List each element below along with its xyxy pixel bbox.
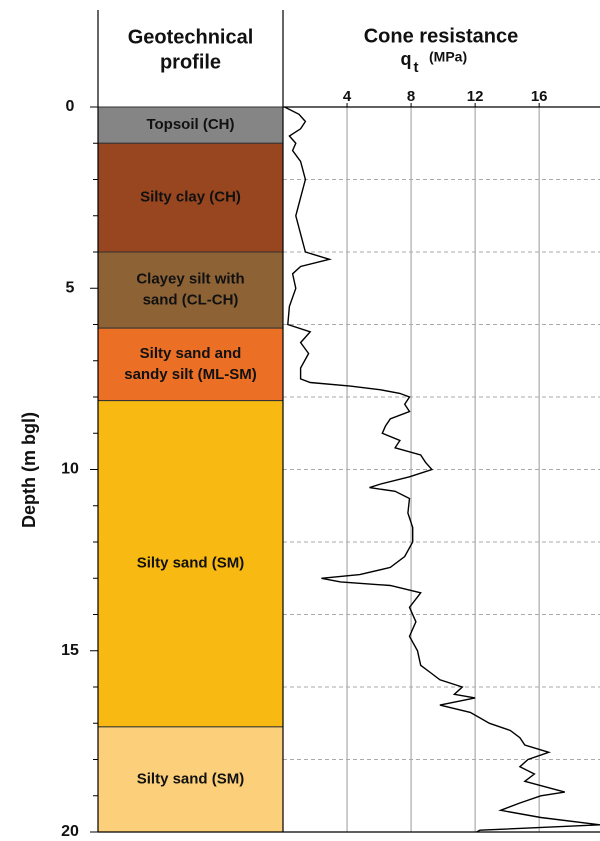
layer-label: sandy silt (ML-SM) (124, 366, 257, 383)
soil-layer (97, 726, 284, 833)
layer-label: Topsoil (CH) (146, 116, 234, 133)
layer-label: Clayey silt with (136, 271, 244, 288)
y-tick-label: 15 (61, 642, 79, 659)
axes: 4 8 12 16 0 5 10 15 20 Depth (m bgl) (19, 10, 600, 840)
soil-layer (97, 106, 284, 144)
layer-label: sand (CL-CH) (143, 292, 239, 309)
chart-title: Cone resistance (364, 25, 519, 47)
x-tick-label: 8 (407, 88, 415, 105)
profile-title: profile (160, 51, 221, 73)
soil-layer (97, 400, 284, 728)
soil-layer (97, 142, 284, 253)
cpt-trace (284, 106, 600, 833)
x-tick-label: 16 (531, 88, 548, 105)
soil-layer (97, 327, 284, 402)
layer-label: Silty sand (SM) (137, 770, 245, 787)
x-axis-symbol: q (401, 49, 412, 69)
layer-label: Silty sand and (140, 345, 242, 362)
y-tick-label: 0 (66, 98, 75, 115)
x-axis-subscript: t (414, 59, 419, 76)
soil-layer (97, 251, 284, 329)
layer-label: Silty sand (SM) (137, 555, 245, 572)
x-tick-label: 4 (343, 88, 352, 105)
y-tick-label: 10 (61, 461, 79, 478)
y-tick-label: 20 (61, 823, 79, 840)
x-axis-unit: (MPa) (429, 49, 467, 65)
profile-title: Geotechnical (128, 26, 254, 48)
layers: Topsoil (CH) Silty clay (CH) Clayey silt w… (97, 106, 284, 833)
layer-label: Silty clay (CH) (140, 189, 241, 206)
x-tick-label: 12 (467, 88, 484, 105)
plot (283, 106, 600, 833)
y-axis-label: Depth (m bgl) (19, 412, 39, 528)
y-tick-label: 5 (66, 279, 75, 296)
